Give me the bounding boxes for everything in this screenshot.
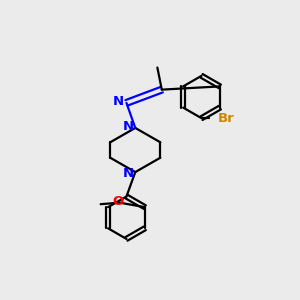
- Text: N: N: [123, 120, 134, 133]
- Text: O: O: [113, 195, 124, 208]
- Text: N: N: [123, 167, 134, 180]
- Text: Br: Br: [218, 112, 235, 125]
- Text: N: N: [112, 95, 124, 108]
